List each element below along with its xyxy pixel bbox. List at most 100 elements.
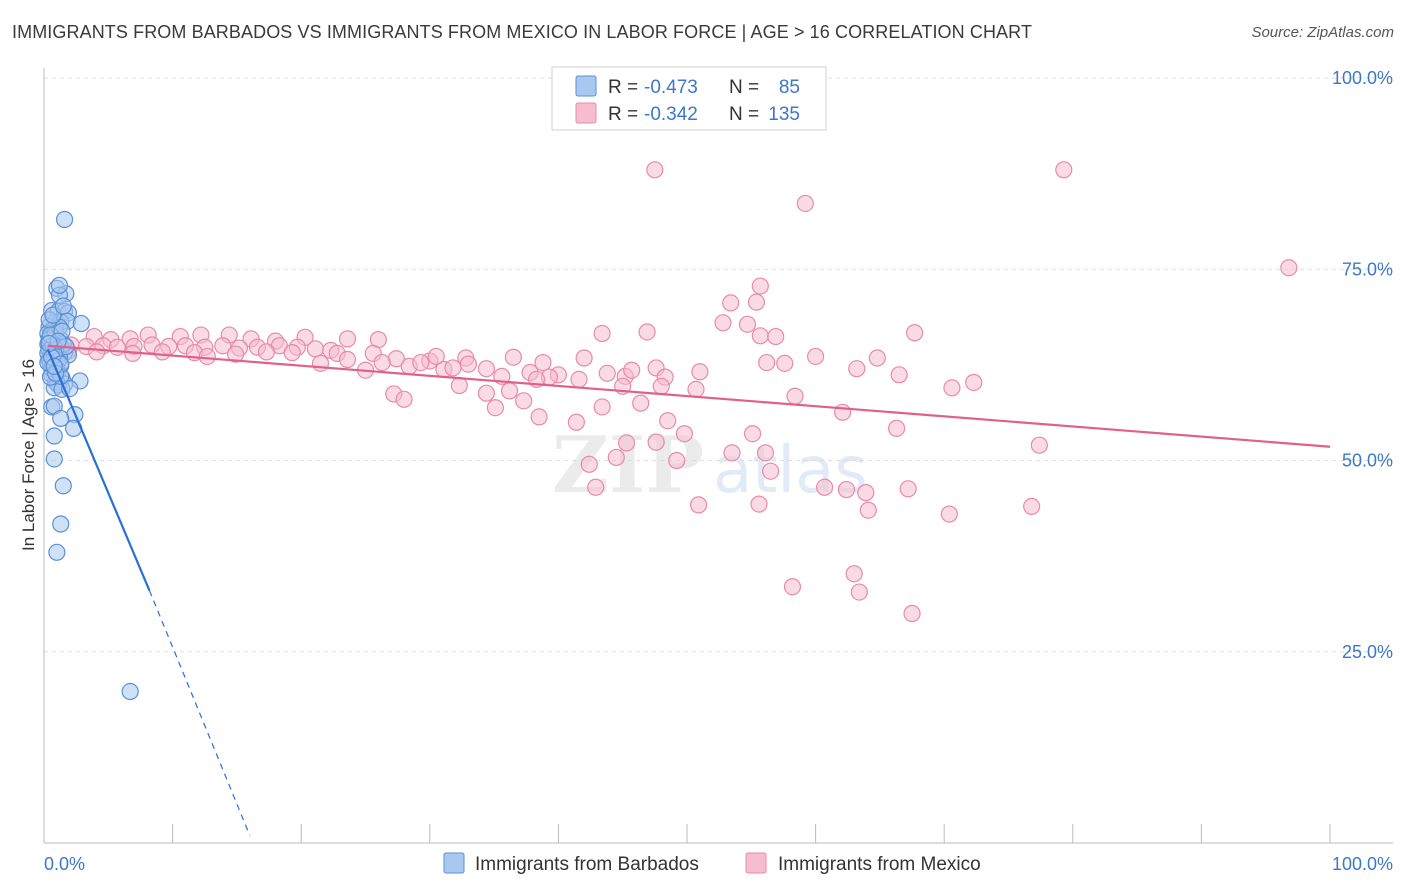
mexico-point-101 bbox=[647, 433, 665, 451]
stats-legend-box bbox=[551, 66, 827, 131]
mexico-point-131 bbox=[311, 354, 330, 372]
mexico-point-126 bbox=[652, 377, 670, 395]
bottom-legend-swatch-mexico bbox=[745, 852, 767, 874]
y-tick-label-75: 75.0% bbox=[1342, 259, 1393, 279]
mexico-point-122 bbox=[776, 354, 794, 372]
mexico-point-119 bbox=[845, 565, 863, 583]
mexico-point-91 bbox=[486, 399, 504, 417]
legend-n-value-mexico: 135 bbox=[768, 104, 800, 125]
mexico-point-99 bbox=[668, 451, 686, 470]
mexico-point-9 bbox=[638, 323, 656, 341]
mexico-point-97 bbox=[580, 455, 598, 473]
mexico-point-73 bbox=[570, 370, 588, 389]
y-axis-label: In Labor Force | Age > 16 bbox=[19, 359, 38, 551]
mexico-point-65 bbox=[598, 364, 616, 382]
mexico-point-95 bbox=[743, 425, 762, 443]
barbados-trend-extension bbox=[148, 590, 251, 836]
mexico-point-114 bbox=[750, 495, 768, 513]
watermark: ZIP atlas bbox=[552, 420, 868, 511]
mexico-point-12 bbox=[751, 327, 769, 345]
mexico-point-109 bbox=[816, 478, 834, 496]
mexico-point-129 bbox=[427, 347, 445, 366]
mexico-point-74 bbox=[450, 376, 468, 395]
mexico-point-50 bbox=[283, 344, 301, 362]
legend-n-label-barbados: N = bbox=[729, 77, 759, 98]
mexico-point-0 bbox=[646, 161, 664, 179]
mexico-point-88 bbox=[632, 394, 650, 412]
barbados-series bbox=[39, 210, 139, 701]
gridlines bbox=[44, 77, 1393, 653]
mexico-point-94 bbox=[659, 412, 677, 430]
mexico-point-127 bbox=[756, 444, 775, 462]
mexico-point-71 bbox=[338, 350, 357, 369]
legend-r-label-barbados: R = bbox=[608, 77, 638, 98]
legend-r-label-mexico: R = bbox=[608, 104, 638, 125]
x-tick-label-min: 0.0% bbox=[44, 854, 85, 874]
mexico-point-116 bbox=[940, 505, 958, 523]
mexico-point-4 bbox=[747, 293, 766, 311]
x-ticks bbox=[43, 824, 1331, 843]
y-tick-label-100: 100.0% bbox=[1332, 68, 1393, 88]
trend-lines bbox=[46, 344, 1331, 836]
barbados-point-81 bbox=[54, 297, 72, 315]
mexico-point-85 bbox=[848, 360, 866, 378]
legend-swatch-barbados bbox=[575, 75, 597, 97]
mexico-point-92 bbox=[530, 408, 548, 426]
mexico-point-111 bbox=[899, 480, 917, 498]
mexico-point-113 bbox=[689, 496, 708, 514]
mexico-point-112 bbox=[587, 478, 605, 496]
barbados-point-53 bbox=[45, 450, 63, 468]
barbados-point-56 bbox=[48, 543, 66, 561]
chart-title: IMMIGRANTS FROM BARBADOS VS IMMIGRANTS F… bbox=[12, 22, 1033, 42]
x-tick-label-max: 100.0% bbox=[1332, 854, 1393, 874]
mexico-point-121 bbox=[903, 604, 921, 623]
mexico-point-58 bbox=[575, 349, 593, 367]
legend-r-value-mexico: -0.342 bbox=[644, 104, 698, 125]
mexico-point-43 bbox=[88, 343, 106, 361]
bottom-legend-label-barbados: Immigrants from Barbados bbox=[475, 854, 699, 875]
legend-swatch-mexico bbox=[575, 102, 597, 124]
mexico-point-3 bbox=[1280, 259, 1298, 277]
mexico-point-68 bbox=[412, 353, 430, 372]
mexico-point-49 bbox=[257, 343, 276, 361]
source-note: Source: ZipAtlas.com bbox=[1251, 24, 1394, 41]
y-tick-label-50: 50.0% bbox=[1342, 451, 1393, 471]
mexico-point-115 bbox=[859, 501, 877, 519]
mexico-point-47 bbox=[198, 347, 216, 366]
mexico-point-40 bbox=[306, 340, 324, 358]
mexico-point-98 bbox=[607, 448, 625, 467]
mexico-point-56 bbox=[504, 348, 522, 366]
y-tick-labels: 25.0% 50.0% 75.0% 100.0% bbox=[1332, 68, 1393, 662]
mexico-point-102 bbox=[675, 425, 694, 443]
mexico-point-93 bbox=[567, 413, 586, 431]
mexico-point-77 bbox=[395, 390, 413, 408]
bottom-legend-label-mexico: Immigrants from Mexico bbox=[778, 854, 981, 875]
mexico-point-96 bbox=[723, 444, 741, 462]
mexico-point-48 bbox=[227, 345, 245, 363]
barbados-point-57 bbox=[121, 682, 139, 701]
mexico-point-13 bbox=[767, 327, 785, 346]
barbados-point-54 bbox=[54, 477, 72, 495]
mexico-point-104 bbox=[943, 379, 961, 397]
mexico-point-8 bbox=[738, 315, 757, 333]
series-legend: Immigrants from Barbados Immigrants from… bbox=[443, 852, 981, 875]
mexico-point-84 bbox=[786, 387, 804, 405]
mexico-series bbox=[59, 161, 1298, 623]
mexico-point-107 bbox=[1030, 436, 1048, 454]
mexico-point-87 bbox=[687, 380, 705, 398]
barbados-point-50 bbox=[52, 409, 70, 428]
mexico-point-24 bbox=[338, 330, 357, 348]
mexico-point-7 bbox=[714, 314, 732, 332]
mexico-point-35 bbox=[214, 337, 232, 355]
mexico-trend-line bbox=[47, 344, 1331, 448]
mexico-point-75 bbox=[477, 384, 495, 402]
mexico-point-80 bbox=[623, 361, 641, 379]
barbados-trend-line bbox=[46, 349, 151, 591]
mexico-point-120 bbox=[850, 583, 868, 601]
mexico-point-110 bbox=[857, 484, 875, 502]
mexico-point-11 bbox=[906, 324, 924, 342]
legend-n-label-mexico: N = bbox=[729, 104, 759, 125]
mexico-point-100 bbox=[617, 434, 636, 452]
mexico-point-118 bbox=[783, 578, 802, 596]
